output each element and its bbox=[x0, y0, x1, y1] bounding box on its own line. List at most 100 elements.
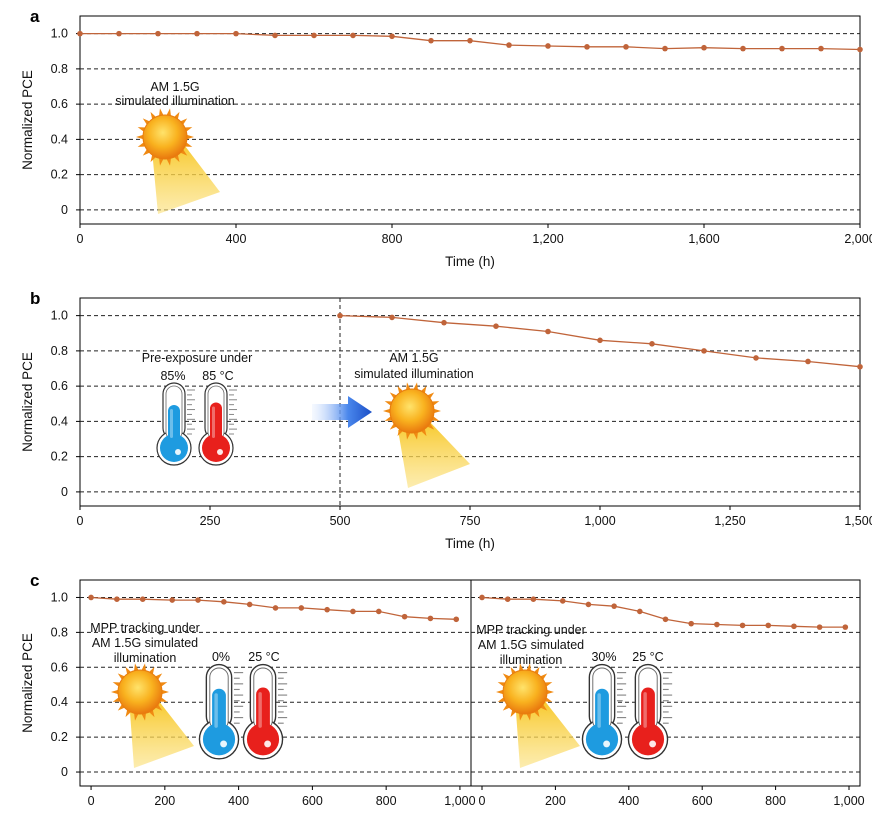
y-tick-label: 1.0 bbox=[51, 309, 68, 323]
plot-frame bbox=[79, 297, 861, 507]
data-point bbox=[272, 605, 279, 611]
data-point bbox=[298, 605, 305, 611]
y-axis-label: Normalized PCE bbox=[20, 352, 35, 452]
sun-illustration-b bbox=[383, 382, 470, 488]
data-point bbox=[611, 603, 617, 609]
data-point bbox=[337, 312, 343, 319]
sun-icon bbox=[496, 663, 554, 721]
data-point bbox=[714, 621, 720, 628]
data-point bbox=[467, 37, 473, 44]
x-tick-label: 800 bbox=[376, 794, 397, 808]
data-point bbox=[779, 45, 785, 52]
data-point bbox=[221, 599, 227, 605]
x-tick-label: 600 bbox=[692, 794, 713, 808]
data-point bbox=[389, 33, 395, 40]
x-tick-label: 400 bbox=[226, 232, 247, 246]
thermometer-blue-icon bbox=[198, 663, 244, 760]
y-tick-label: 0.6 bbox=[51, 660, 68, 674]
data-point bbox=[233, 30, 239, 37]
data-point bbox=[688, 620, 694, 627]
x-tick-label: 400 bbox=[228, 794, 249, 808]
annotation-humidity-0: 0% bbox=[212, 650, 230, 664]
panel-letter-a: a bbox=[30, 7, 40, 26]
data-point bbox=[311, 32, 317, 39]
data-point bbox=[389, 314, 395, 321]
data-point bbox=[816, 624, 823, 630]
data-point bbox=[649, 341, 655, 347]
data-point bbox=[765, 622, 772, 629]
annotation-temperature-25-left: 25 °C bbox=[248, 650, 279, 664]
x-axis-label: Time (h) bbox=[445, 254, 495, 269]
x-tick-label: 2,000 bbox=[844, 232, 872, 246]
data-point bbox=[272, 32, 278, 39]
y-tick-label: 0.8 bbox=[51, 344, 68, 358]
x-tick-label: 0 bbox=[77, 514, 84, 528]
data-point bbox=[428, 37, 434, 44]
data-point bbox=[453, 616, 460, 623]
sun-icon bbox=[136, 108, 194, 166]
y-tick-label: 0.2 bbox=[51, 730, 68, 744]
data-point bbox=[701, 348, 707, 354]
data-point bbox=[662, 616, 669, 623]
data-point bbox=[375, 608, 382, 615]
y-tick-label: 0.8 bbox=[51, 62, 68, 76]
thermometer-red-icon bbox=[627, 663, 673, 760]
y-tick-label: 0.6 bbox=[51, 379, 68, 393]
data-point bbox=[504, 596, 511, 603]
arrow-right-icon bbox=[312, 396, 372, 428]
thermometer-red-icon bbox=[242, 663, 288, 760]
x-tick-label: 0 bbox=[77, 232, 84, 246]
chart-panel-a: 0 0.2 0.4 0.6 0.8 1.0 0 400 800 1,200 1,600 2,000 Ti… bbox=[20, 15, 872, 269]
data-point bbox=[584, 44, 590, 50]
annotation-simulated-illumination-b: simulated illumination bbox=[354, 367, 474, 381]
x-tick-label: 1,600 bbox=[688, 232, 719, 246]
data-point bbox=[114, 596, 120, 603]
sun-ray bbox=[383, 408, 392, 414]
sun-icon bbox=[383, 382, 441, 440]
data-point bbox=[169, 597, 176, 603]
y-tick-label: 0.8 bbox=[51, 625, 68, 639]
data-point bbox=[493, 323, 499, 330]
y-tick-label: 0.4 bbox=[51, 414, 68, 428]
x-tick-label: 800 bbox=[382, 232, 403, 246]
annotation-am15g-simulated-left: AM 1.5G simulated bbox=[92, 636, 198, 650]
y-tick-label: 0 bbox=[61, 485, 68, 499]
chart-panel-c-left: 0 0.2 0.4 0.6 0.8 1.0 0 200 400 600 800 1,000 Normal… bbox=[20, 579, 476, 808]
sun-ray bbox=[432, 408, 441, 414]
data-point bbox=[637, 608, 643, 615]
sun-ray bbox=[496, 689, 505, 695]
data-point bbox=[545, 43, 551, 49]
data-point bbox=[857, 46, 863, 53]
data-point bbox=[662, 45, 668, 52]
data-point bbox=[88, 594, 94, 601]
data-point bbox=[597, 337, 603, 344]
y-tick-label: 0 bbox=[61, 203, 68, 217]
y-tick-label: 0 bbox=[61, 765, 68, 779]
x-tick-label: 600 bbox=[302, 794, 323, 808]
data-point bbox=[155, 30, 161, 37]
y-tick-label: 0.2 bbox=[51, 450, 68, 464]
x-tick-label: 250 bbox=[200, 514, 221, 528]
sun-ray bbox=[160, 689, 169, 695]
data-point bbox=[350, 32, 356, 39]
data-point bbox=[857, 363, 863, 370]
data-point bbox=[506, 42, 512, 48]
x-tick-label: 1,200 bbox=[532, 232, 563, 246]
x-tick-label: 1,250 bbox=[714, 514, 745, 528]
data-point bbox=[427, 615, 434, 622]
thermometer-red-icon bbox=[198, 382, 237, 466]
plot-frame bbox=[470, 579, 861, 787]
annotation-humidity-30: 30% bbox=[591, 650, 616, 664]
x-tick-label: 1,000 bbox=[584, 514, 615, 528]
panel-letter-c: c bbox=[30, 571, 39, 590]
sun-icon bbox=[111, 663, 169, 721]
annotation-am15g: AM 1.5G bbox=[150, 80, 199, 94]
y-tick-label: 0.4 bbox=[51, 695, 68, 709]
x-tick-label: 500 bbox=[330, 514, 351, 528]
x-tick-label: 200 bbox=[154, 794, 175, 808]
data-point bbox=[842, 624, 849, 630]
annotation-humidity-85: 85% bbox=[160, 369, 185, 383]
sun-illustration-a bbox=[136, 108, 220, 214]
x-tick-label: 0 bbox=[88, 794, 95, 808]
sun-ray bbox=[136, 134, 145, 140]
